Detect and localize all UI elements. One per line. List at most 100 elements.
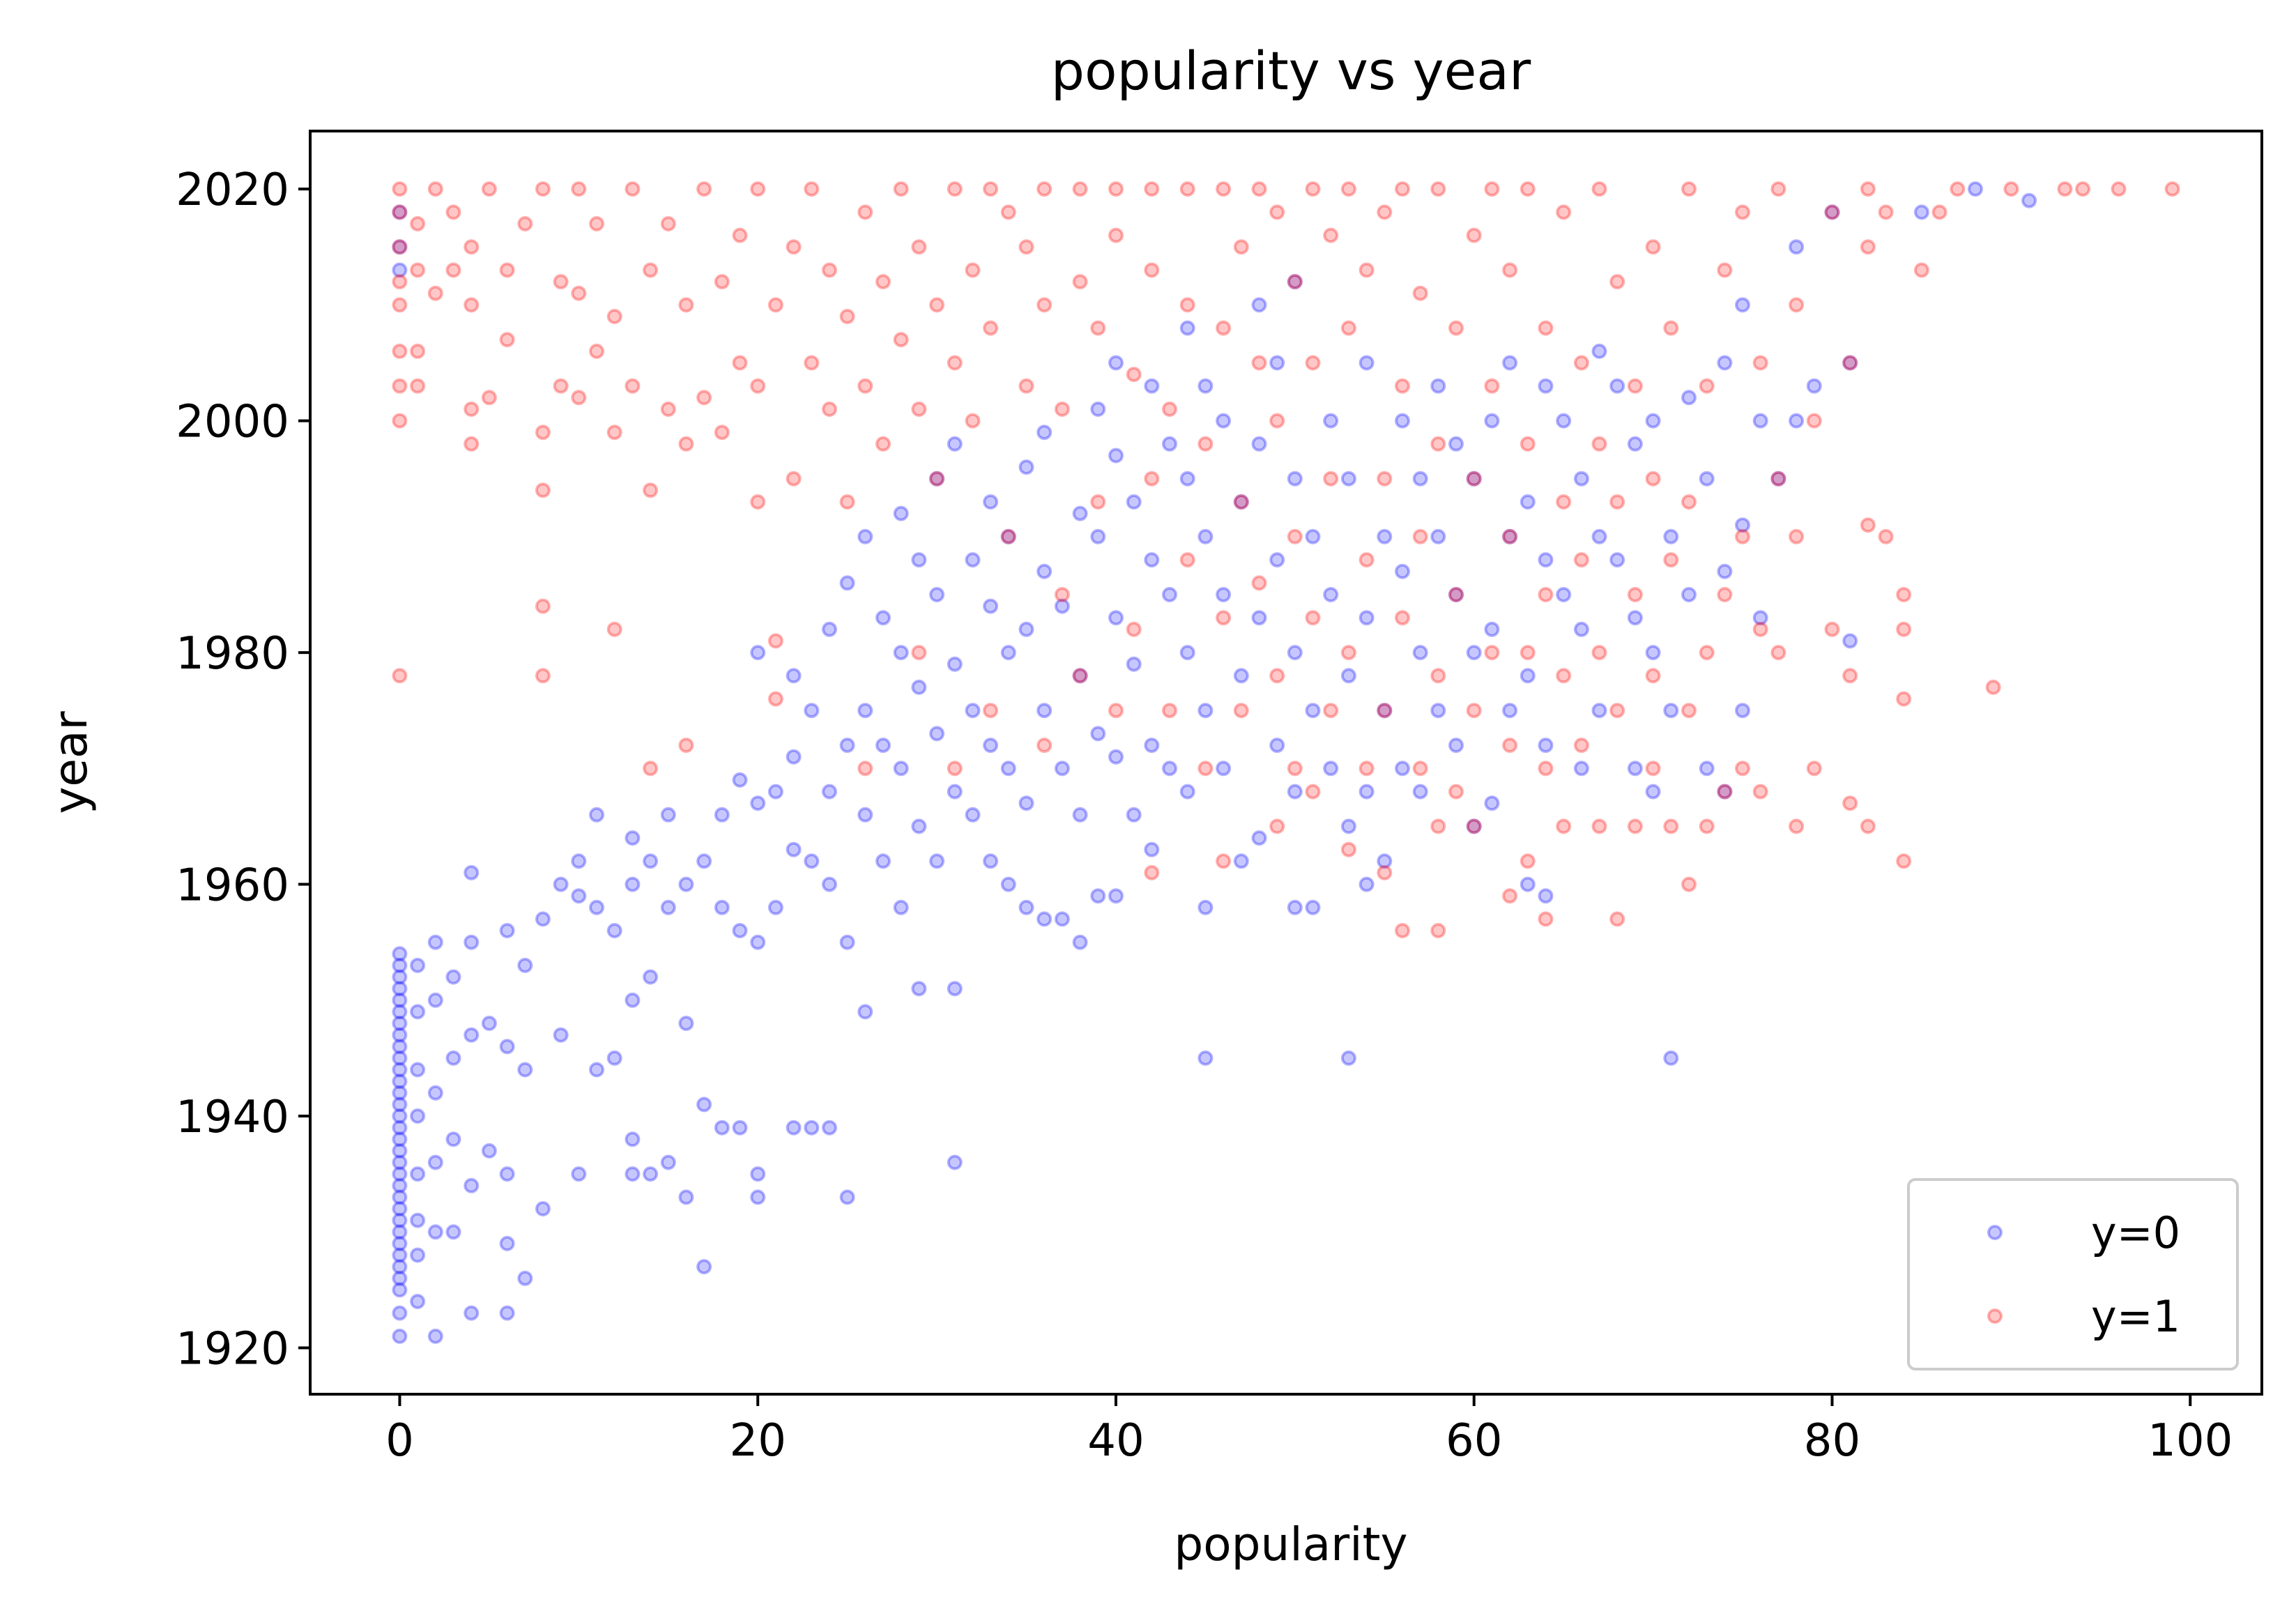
data-point [1430,818,1446,834]
data-point [392,1270,408,1286]
data-point [1251,610,1267,626]
data-point [1126,807,1142,823]
data-point [1573,761,1589,777]
data-point [1233,494,1249,510]
data-point [643,761,659,777]
data-point [1806,761,1822,777]
data-point [1377,204,1393,220]
data-point [983,320,999,336]
data-point [1072,505,1088,521]
data-point [678,876,694,892]
data-point [571,1166,587,1182]
data-point [1502,528,1518,544]
data-point [589,899,604,915]
legend-marker-y1 [1987,1308,2003,1324]
data-point [1287,899,1303,915]
data-point [1663,703,1679,719]
data-point [1842,633,1858,649]
data-point [625,876,641,892]
data-point [410,957,426,973]
data-point [839,575,855,591]
data-point [392,1027,408,1043]
data-point [1717,262,1733,278]
data-point [1090,726,1106,742]
x-tick-label: 20 [729,1415,786,1467]
data-point [696,181,712,197]
data-point [481,1016,497,1031]
data-point [678,738,694,754]
data-point [1806,378,1822,394]
data-point [1072,274,1088,290]
data-point [1609,274,1625,290]
points-layer [392,181,2180,1344]
data-point [1502,888,1518,904]
x-tick-label: 60 [1446,1415,1502,1467]
data-point [929,726,945,742]
data-point [1609,494,1625,510]
data-point [1233,494,1249,510]
data-point [392,1201,408,1216]
data-point [1269,413,1285,429]
data-point [625,830,641,846]
data-point [535,482,551,498]
data-point [857,528,873,544]
data-point [427,992,443,1008]
data-point [1878,204,1894,220]
data-point [1484,378,1500,394]
data-point [660,807,676,823]
data-point [1538,378,1554,394]
data-point [767,691,783,707]
data-point [1340,668,1356,684]
data-point [1484,621,1500,637]
data-point [1896,621,1912,637]
data-point [1179,297,1195,313]
data-point [1466,818,1482,834]
data-point [1735,528,1750,544]
data-point [1538,320,1554,336]
data-point [1502,355,1518,371]
data-point [1573,621,1589,637]
data-point [1269,204,1285,220]
data-point [392,957,408,973]
data-point [392,1085,408,1101]
data-point [767,784,783,800]
data-point [660,402,676,417]
data-point [1484,413,1500,429]
data-point [1412,285,1428,301]
data-point [767,297,783,313]
data-point [1323,471,1339,487]
data-point [427,1085,443,1101]
data-point [1717,355,1733,371]
data-point [464,1027,480,1043]
data-point [1162,402,1177,417]
data-point [1412,528,1428,544]
data-point [1305,181,1321,197]
data-point [660,899,676,915]
data-point [1126,656,1142,672]
data-point [983,181,999,197]
data-point [1036,703,1053,719]
data-point [660,216,676,231]
data-point [678,1016,694,1031]
data-point [464,1177,480,1193]
data-point [1377,703,1393,719]
data-point [1340,645,1356,661]
data-point [481,1143,497,1159]
data-point [1072,181,1088,197]
data-point [1144,378,1160,394]
data-point [947,355,963,371]
data-point [392,1074,408,1090]
data-point [732,355,748,371]
data-point [767,633,783,649]
data-point [445,969,461,985]
data-point [606,621,622,637]
data-point [857,703,873,719]
data-point [1627,587,1643,602]
data-point [857,1004,873,1020]
data-point [1645,471,1661,487]
data-point [1197,528,1214,544]
data-point [1000,876,1016,892]
data-point [1269,355,1285,371]
data-point [392,946,408,962]
data-point [965,262,981,278]
